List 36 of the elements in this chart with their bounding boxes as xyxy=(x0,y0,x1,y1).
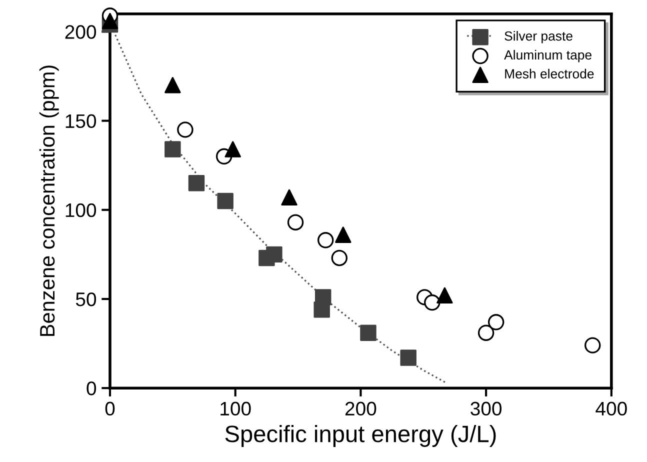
point xyxy=(266,246,282,263)
point xyxy=(217,192,234,210)
x-tick-label: 0 xyxy=(105,402,115,416)
legend-label: Silver paste xyxy=(504,31,572,44)
point xyxy=(335,226,352,243)
x-tick-label: 200 xyxy=(345,402,376,416)
x-axis-title: Specific input energy (J/L) xyxy=(225,424,496,447)
point xyxy=(478,324,494,341)
y-tick-label: 0 xyxy=(86,382,96,396)
point xyxy=(584,337,601,354)
point xyxy=(224,141,241,158)
x-tick-label: 100 xyxy=(220,402,251,416)
y-tick-label: 50 xyxy=(76,292,96,306)
point xyxy=(281,189,298,206)
point xyxy=(188,175,205,192)
x-tick-label: 400 xyxy=(596,402,627,416)
point xyxy=(400,350,416,366)
y-tick-label: 150 xyxy=(66,114,96,128)
point xyxy=(488,314,504,330)
point xyxy=(164,77,181,94)
y-axis-title: Benzene concentration (ppm) xyxy=(39,66,59,336)
point xyxy=(177,122,194,138)
point xyxy=(424,294,440,311)
point xyxy=(164,141,181,158)
legend-label: Mesh electrode xyxy=(505,68,594,78)
point xyxy=(287,214,304,230)
y-tick-label: 100 xyxy=(66,203,96,218)
x-tick-label: 300 xyxy=(470,402,502,416)
legend-label: Aluminum tape xyxy=(504,50,592,62)
point xyxy=(331,250,348,266)
point xyxy=(314,302,330,318)
point xyxy=(436,287,453,304)
y-tick-label: 200 xyxy=(65,25,96,39)
point xyxy=(317,232,334,248)
point xyxy=(360,324,376,341)
point xyxy=(102,12,118,30)
